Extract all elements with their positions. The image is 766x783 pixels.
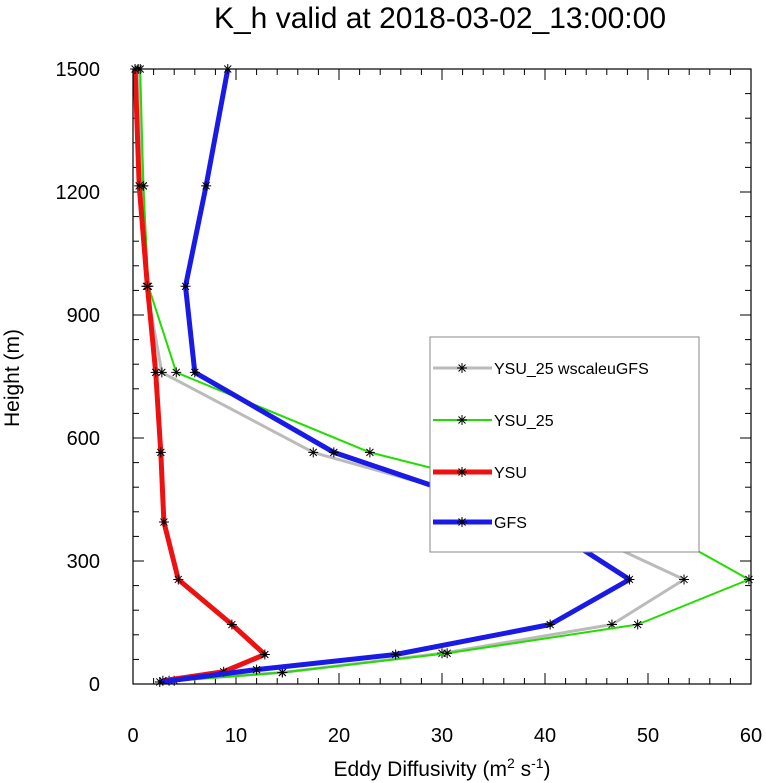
legend-label-ysu: YSU (494, 465, 527, 482)
data-point-ysu-25 (171, 367, 182, 378)
x-tick-label: 60 (740, 725, 762, 747)
data-point-ysu (259, 649, 270, 660)
y-tick-label: 600 (67, 428, 100, 450)
legend-label-ysu-25: YSU_25 (494, 413, 554, 430)
legend-box (429, 336, 700, 553)
data-point-ysu-25-wscaleugfs (156, 367, 167, 378)
data-point-ysu (155, 447, 166, 458)
y-tick-label: 900 (67, 305, 100, 327)
y-tick-label: 1200 (56, 182, 101, 204)
x-tick-label: 50 (637, 725, 659, 747)
x-tick-label: 0 (127, 725, 138, 747)
data-point-ysu (134, 180, 145, 191)
x-tick-label: 10 (225, 725, 247, 747)
data-point-ysu-25 (743, 574, 754, 585)
data-point-ysu-25-wscaleugfs (308, 447, 319, 458)
data-point-gfs (624, 574, 635, 585)
data-point-ysu-25 (277, 667, 288, 678)
legend-label-ysu-25-wscaleugfs: YSU_25 wscaleuGFS (494, 361, 649, 378)
legend-marker-ysu (457, 467, 467, 477)
data-point-ysu-25 (442, 648, 453, 659)
data-point-gfs (390, 649, 401, 660)
data-point-ysu-25 (364, 447, 375, 458)
legend-marker-ysu-25 (457, 415, 467, 425)
x-axis-label: Eddy Diffusivity (m2 s-1) (333, 755, 550, 781)
y-tick-label: 1500 (56, 59, 101, 81)
data-point-gfs (189, 367, 200, 378)
data-point-gfs (154, 676, 165, 687)
data-point-ysu (226, 619, 237, 630)
data-point-ysu (142, 281, 153, 292)
y-axis-label: Height (m) (1, 329, 24, 427)
data-point-gfs (328, 447, 339, 458)
data-point-ysu-25 (632, 619, 643, 630)
legend-label-gfs: GFS (494, 515, 527, 532)
data-point-gfs (545, 619, 556, 630)
data-point-ysu (173, 574, 184, 585)
legend: YSU_25 wscaleuGFS YSU_25 YSU GFS (429, 336, 700, 553)
y-tick-label: 0 (89, 674, 100, 696)
data-point-gfs (201, 180, 212, 191)
chart-title: K_h valid at 2018-03-02_13:00:00 (214, 2, 666, 35)
x-tick-label: 20 (328, 725, 350, 747)
data-point-ysu (150, 367, 161, 378)
x-tick-label: 30 (431, 725, 453, 747)
plot-frame (132, 68, 752, 685)
data-point-ysu (158, 517, 169, 528)
data-point-gfs (180, 281, 191, 292)
data-point-ysu-25-wscaleugfs (679, 574, 690, 585)
legend-marker-gfs (457, 517, 467, 527)
y-tick-label: 300 (67, 551, 100, 573)
x-tick-label: 40 (534, 725, 556, 747)
data-point-gfs (251, 664, 262, 675)
data-point-ysu-25-wscaleugfs (606, 619, 617, 630)
legend-marker-ysu-25-wscaleugfs (457, 363, 467, 373)
